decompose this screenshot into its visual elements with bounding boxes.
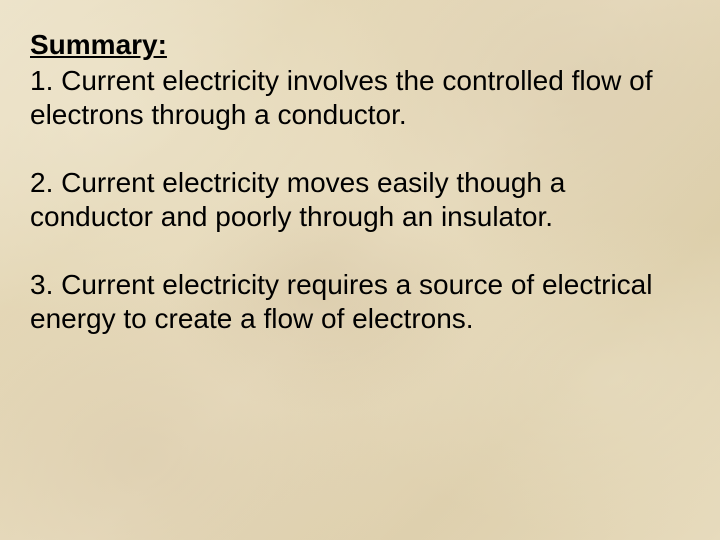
summary-point-1: 1. Current electricity involves the cont… xyxy=(30,64,690,132)
slide: Summary: 1. Current electricity involves… xyxy=(0,0,720,540)
summary-point-3: 3. Current electricity requires a source… xyxy=(30,268,690,336)
paragraph-gap xyxy=(30,234,690,268)
paragraph-gap xyxy=(30,132,690,166)
summary-heading: Summary: xyxy=(30,28,690,62)
summary-point-2: 2. Current electricity moves easily thou… xyxy=(30,166,690,234)
